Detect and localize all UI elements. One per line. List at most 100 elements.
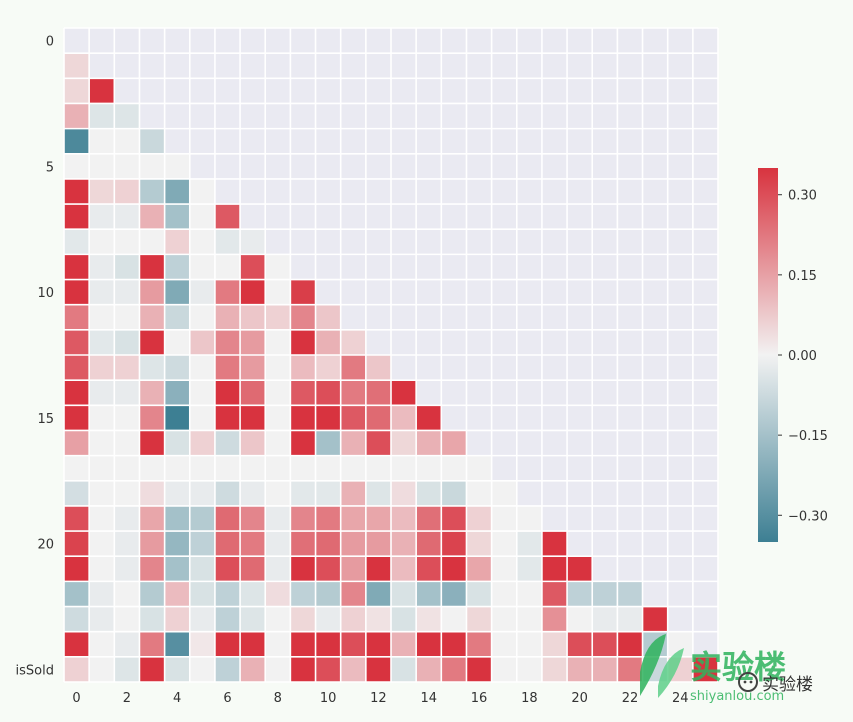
heatmap-cell: [189, 304, 215, 330]
heatmap-cell: [290, 581, 316, 607]
heatmap-cell: [164, 254, 190, 280]
heatmap-cell: [189, 455, 215, 481]
y-tick-label: 0: [46, 35, 54, 50]
heatmap-cell: [64, 505, 90, 532]
heatmap-cell: [189, 581, 215, 607]
heatmap-cell: [114, 405, 140, 431]
heatmap-cell: [114, 430, 140, 456]
heatmap-cell: [265, 656, 291, 682]
heatmap-cell: [164, 455, 190, 481]
heatmap-cell: [164, 229, 190, 255]
heatmap-cell: [290, 505, 316, 532]
heatmap-cell: [541, 581, 568, 607]
heatmap-cell: [114, 204, 140, 230]
heatmap-cell: [64, 78, 90, 104]
heatmap-cell: [89, 430, 115, 456]
heatmap-cell: [391, 480, 417, 506]
watermark-badge-text: 实验楼: [762, 675, 813, 695]
heatmap-cell: [466, 606, 492, 632]
heatmap-cell: [64, 430, 90, 456]
heatmap-cell: [164, 329, 190, 355]
heatmap-cell: [567, 606, 593, 632]
heatmap-cell: [89, 581, 115, 607]
heatmap-cell: [466, 631, 492, 657]
heatmap-cell: [189, 631, 215, 657]
heatmap-cell: [391, 631, 417, 657]
heatmap-cell: [265, 380, 291, 406]
heatmap-cell: [89, 455, 115, 481]
heatmap-cell: [64, 279, 90, 305]
heatmap-cell: [315, 380, 341, 406]
heatmap-cell: [139, 254, 165, 280]
x-tick-label: 20: [571, 691, 588, 706]
heatmap-cell: [516, 656, 542, 682]
heatmap-cell: [416, 430, 442, 456]
heatmap-cell: [189, 355, 215, 381]
heatmap-cell: [64, 204, 90, 230]
heatmap-cell: [365, 455, 391, 481]
heatmap-cell: [491, 505, 517, 532]
heatmap-cell: [64, 455, 90, 481]
heatmap-cell: [114, 531, 140, 557]
x-axis-tick-labels: 0 2 4 6 8 10 12 14 16 18 20 22 24: [72, 691, 688, 706]
heatmap-cell: [340, 455, 366, 481]
heatmap-cell: [89, 556, 115, 582]
heatmap-cell: [290, 430, 316, 456]
heatmap-cell: [391, 581, 417, 607]
heatmap-cell: [240, 279, 266, 305]
heatmap-cell: [89, 631, 115, 657]
heatmap-cell: [466, 581, 492, 607]
heatmap-cell: [189, 329, 215, 355]
heatmap-cell: [240, 480, 266, 506]
heatmap-cell: [265, 355, 291, 381]
heatmap-cell: [139, 178, 165, 205]
heatmap-cell: [240, 531, 266, 557]
x-tick-label: 6: [223, 691, 231, 706]
heatmap-cell: [164, 178, 190, 205]
heatmap-cell: [592, 606, 618, 632]
heatmap-cell: [290, 304, 316, 330]
heatmap-cell: [315, 581, 341, 607]
heatmap-cell: [265, 505, 291, 532]
heatmap-cell: [290, 656, 316, 682]
heatmap-cell: [139, 581, 165, 607]
heatmap-cell: [340, 505, 366, 532]
heatmap-cell: [265, 304, 291, 330]
heatmap-cell: [164, 606, 190, 632]
heatmap-cell: [265, 631, 291, 657]
heatmap-cell: [315, 304, 341, 330]
heatmap-cell: [315, 455, 341, 481]
heatmap-cell: [214, 405, 241, 431]
heatmap-cell: [89, 178, 115, 205]
heatmap-cell: [340, 405, 366, 431]
heatmap-cell: [89, 380, 115, 406]
heatmap-cell: [89, 531, 115, 557]
heatmap-cell: [64, 405, 90, 431]
heatmap-cell: [441, 480, 467, 506]
heatmap-cell: [240, 455, 266, 481]
heatmap-cell: [64, 656, 90, 682]
y-axis-tick-labels: 0 5 10 15 20 isSold: [16, 35, 54, 679]
heatmap-cell: [164, 430, 190, 456]
heatmap-cell: [64, 153, 90, 179]
heatmap-cell: [64, 480, 90, 506]
heatmap-cell: [89, 204, 115, 230]
heatmap-cell: [189, 606, 215, 632]
heatmap-cell: [491, 606, 517, 632]
heatmap-cell: [340, 556, 366, 582]
heatmap-cell: [139, 405, 165, 431]
heatmap-cell: [340, 606, 366, 632]
heatmap-cell: [365, 531, 391, 557]
heatmap-cell: [592, 656, 618, 682]
heatmap-cell: [567, 556, 593, 582]
heatmap-cell: [516, 505, 542, 532]
heatmap-cell: [89, 78, 115, 104]
x-tick-label: 18: [521, 691, 538, 706]
heatmap-cell: [516, 556, 542, 582]
heatmap-cell: [164, 279, 190, 305]
heatmap-cell: [89, 405, 115, 431]
heatmap-cell: [240, 581, 266, 607]
heatmap-cell: [441, 606, 467, 632]
heatmap-cell: [466, 505, 492, 532]
heatmap-cell: [89, 153, 115, 179]
